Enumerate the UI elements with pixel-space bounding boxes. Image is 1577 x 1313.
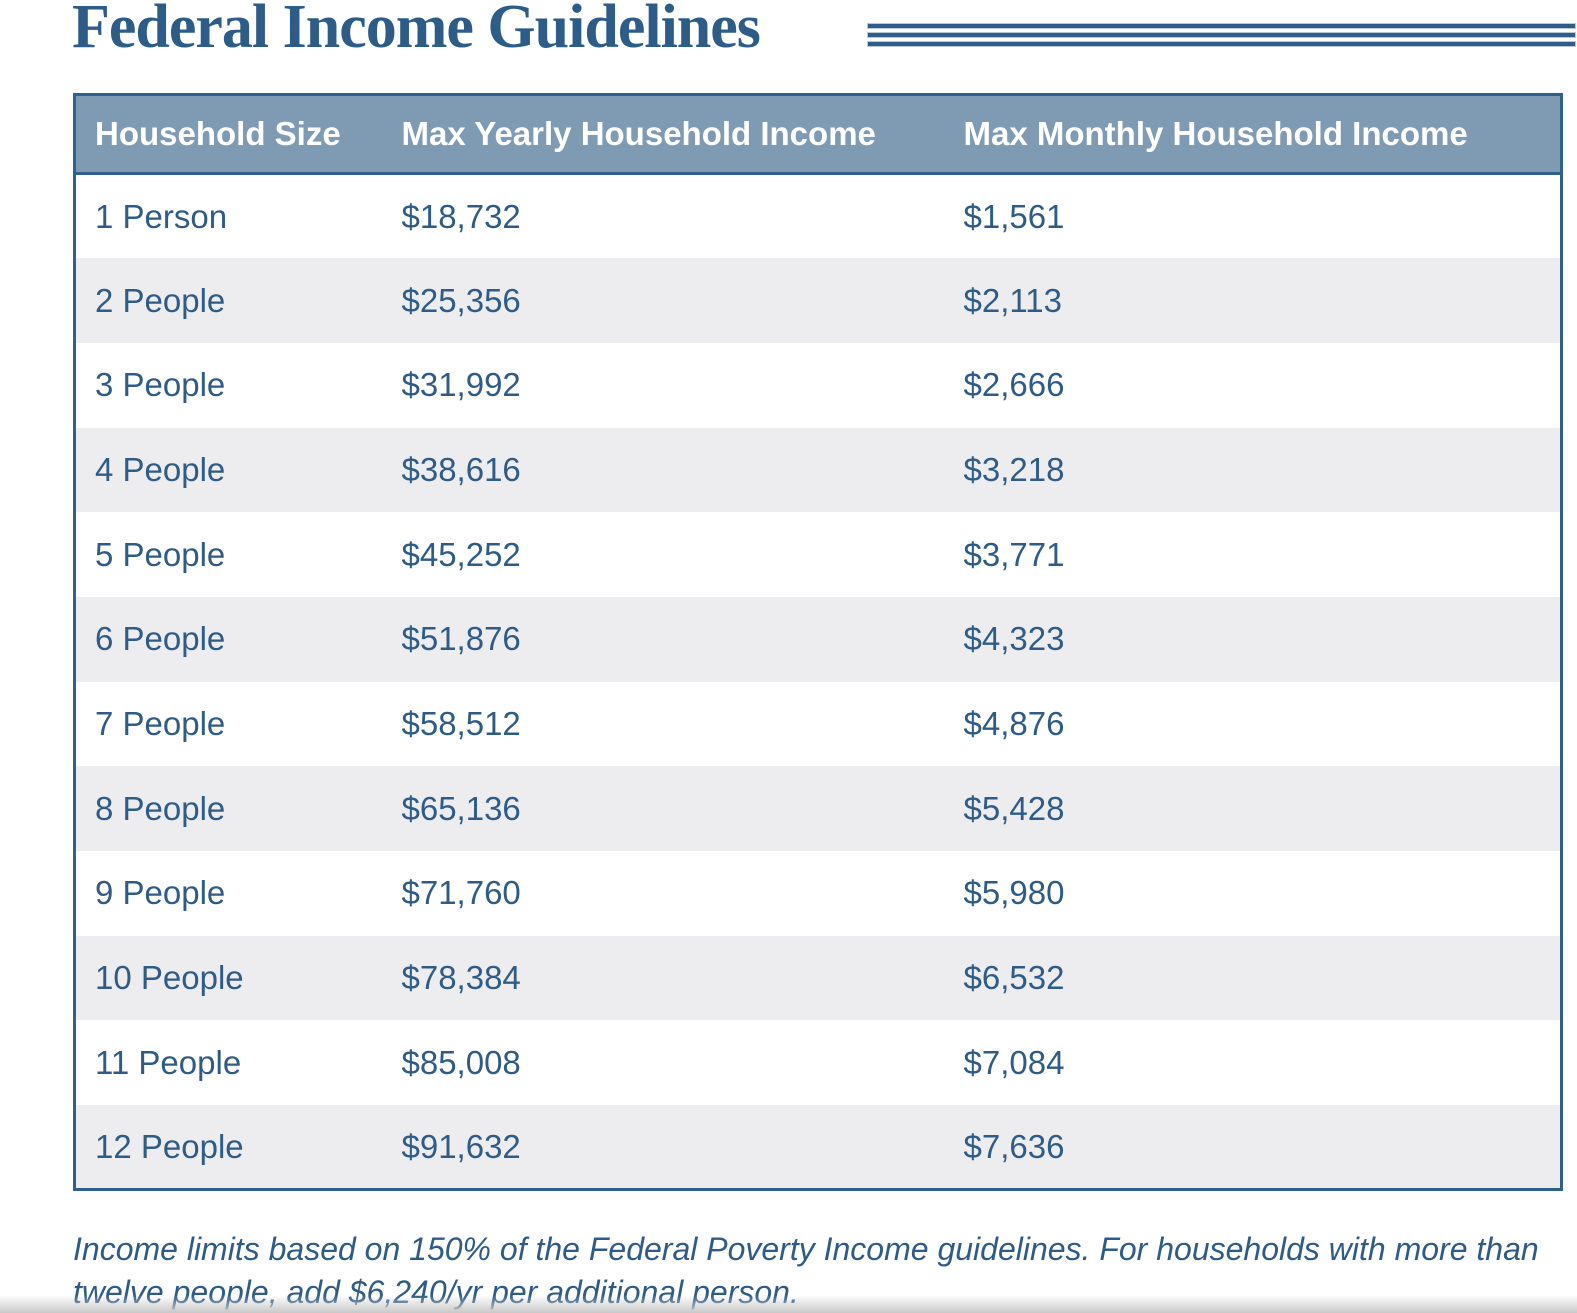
column-header-max-yearly-income: Max Yearly Household Income: [401, 94, 964, 175]
table-row: 7 People $58,512 $4,876: [74, 681, 1562, 767]
cell-max-yearly-income: $71,760: [401, 874, 521, 912]
cell-max-yearly-income: $78,384: [401, 959, 521, 997]
footnote-line-1: Income limits based on 150% of the Feder…: [73, 1231, 1539, 1267]
table-row: 1 Person $18,732 $1,561: [74, 173, 1562, 259]
cell-max-yearly-income: $58,512: [401, 704, 521, 742]
table-row: 4 People $38,616 $3,218: [74, 427, 1562, 513]
cell-max-monthly-income: $7,636: [963, 1127, 1065, 1165]
rule-line: [868, 42, 1575, 46]
table-row: 9 People $71,760 $5,980: [74, 851, 1562, 936]
table-row: 11 People $85,008 $7,084: [74, 1020, 1562, 1106]
triple-rule-decoration: [868, 24, 1575, 51]
table-row: 3 People $31,992 $2,666: [74, 342, 1562, 428]
cell-max-yearly-income: $25,356: [401, 281, 521, 319]
cell-max-monthly-income: $2,666: [963, 366, 1065, 404]
table-row: 5 People $45,252 $3,771: [74, 512, 1562, 597]
cell-max-yearly-income: $45,252: [401, 535, 521, 573]
cell-household-size: 12 People: [95, 1127, 244, 1165]
cell-household-size: 8 People: [95, 789, 226, 827]
cell-max-monthly-income: $5,980: [963, 874, 1065, 912]
rule-line: [868, 33, 1575, 37]
cell-max-monthly-income: $4,323: [963, 620, 1065, 658]
page-title: Federal Income Guidelines: [72, 0, 761, 61]
table-row: 6 People $51,876 $4,323: [74, 596, 1562, 682]
cell-household-size: 1 Person: [95, 197, 228, 235]
cell-max-yearly-income: $38,616: [401, 450, 521, 488]
cell-max-yearly-income: $18,732: [401, 197, 521, 235]
cell-max-monthly-income: $5,428: [963, 789, 1065, 827]
table-row: 12 People $91,632 $7,636: [74, 1105, 1562, 1190]
cell-max-yearly-income: $51,876: [401, 620, 521, 658]
cell-max-yearly-income: $91,632: [401, 1127, 521, 1165]
cell-household-size: 3 People: [95, 366, 226, 404]
cell-max-monthly-income: $3,218: [963, 450, 1065, 488]
cell-max-monthly-income: $7,084: [963, 1043, 1065, 1081]
cell-household-size: 6 People: [95, 620, 226, 658]
footnote-line-2: twelve people, add $6,240/yr per additio…: [73, 1274, 799, 1310]
table-row: 10 People $78,384 $6,532: [74, 935, 1562, 1021]
cell-max-monthly-income: $2,113: [963, 281, 1062, 319]
cell-max-monthly-income: $3,771: [963, 535, 1065, 573]
cell-max-monthly-income: $1,561: [963, 197, 1065, 235]
cell-household-size: 9 People: [95, 874, 226, 912]
cell-household-size: 5 People: [95, 535, 226, 573]
cell-max-yearly-income: $31,992: [401, 366, 521, 404]
cell-max-yearly-income: $65,136: [401, 789, 521, 827]
income-guidelines-table: Household Size Max Yearly Household Inco…: [73, 93, 1563, 1192]
cell-household-size: 2 People: [95, 281, 226, 319]
column-header-max-monthly-income: Max Monthly Household Income: [963, 94, 1562, 175]
table-row: 2 People $25,356 $2,113: [74, 258, 1562, 343]
header-row: Household Size Max Yearly Household Inco…: [74, 94, 1562, 175]
table-row: 8 People $65,136 $5,428: [74, 766, 1562, 851]
cell-household-size: 7 People: [95, 704, 226, 742]
column-header-household-size: Household Size: [74, 94, 402, 175]
cell-household-size: 11 People: [95, 1043, 242, 1081]
cell-max-monthly-income: $6,532: [963, 959, 1065, 997]
cell-max-monthly-income: $4,876: [963, 704, 1065, 742]
cell-household-size: 10 People: [95, 959, 244, 997]
footnote: Income limits based on 150% of the Feder…: [73, 1228, 1573, 1313]
cell-max-yearly-income: $85,008: [401, 1043, 521, 1081]
rule-line: [868, 24, 1575, 28]
cell-household-size: 4 People: [95, 450, 226, 488]
